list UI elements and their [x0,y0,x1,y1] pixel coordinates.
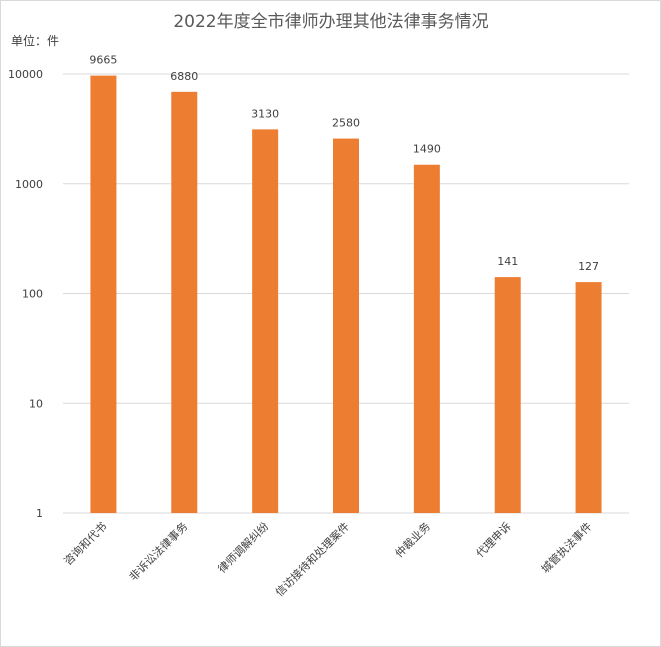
data-label: 2580 [332,117,360,130]
data-label: 6880 [170,70,198,83]
bar [252,129,279,513]
y-tick-label: 10000 [8,68,43,81]
unit-label: 单位：件 [11,33,59,48]
bar [171,91,198,513]
x-tick-label: 咨询和代书 [61,519,110,568]
y-tick-label: 1000 [15,178,43,191]
data-label: 141 [497,255,518,268]
bar [494,277,521,513]
data-labels: 9665 6880 3130 2580 1490 141 127 [89,54,599,273]
data-label: 3130 [251,107,279,120]
y-tick-label: 1 [36,507,43,520]
bar [333,138,359,513]
x-axis-ticks: 咨询和代书 非诉讼法律事务 律师调解纠纷 信访接待和处理案件 仲裁业务 代理申诉 城管执法事… [61,519,595,599]
x-tick-label: 信访接待和处理案件 [272,519,352,599]
bar [575,282,602,513]
x-tick-label: 代理申诉 [474,520,514,560]
bar [90,75,117,514]
chart-title: 2022年度全市律师办理其他法律事务情况 [173,12,488,32]
bars [90,75,602,514]
data-label: 1490 [413,143,441,156]
y-tick-label: 100 [22,288,43,301]
x-tick-label: 非诉讼法律事务 [126,519,190,583]
x-tick-label: 仲裁业务 [392,519,433,560]
y-axis-ticks: 1 10 100 1000 10000 [8,68,43,520]
data-label: 9665 [89,54,117,67]
bar [413,164,440,514]
y-tick-label: 10 [29,397,43,410]
x-tick-label: 城管执法事件 [538,519,595,576]
data-label: 127 [578,260,599,273]
x-tick-label: 律师调解纠纷 [215,519,272,576]
